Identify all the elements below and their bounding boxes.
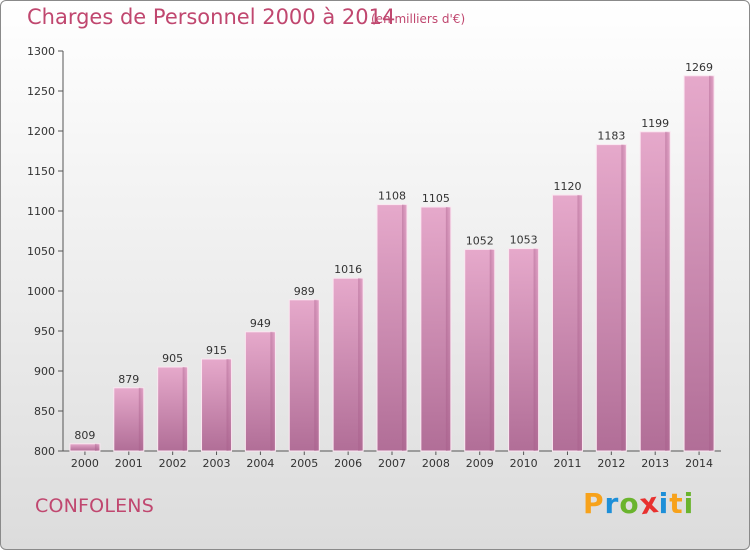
logo-letter: i	[658, 487, 670, 520]
y-tick-label: 850	[34, 405, 55, 418]
logo-letter: o	[619, 487, 640, 520]
bar-shade-2002	[182, 367, 188, 451]
y-tick-label: 1100	[27, 205, 55, 218]
x-tick-label: 2003	[203, 457, 231, 470]
x-tick-label: 2010	[510, 457, 538, 470]
value-label-2005: 989	[294, 285, 315, 298]
value-label-2003: 915	[206, 344, 227, 357]
chart-title: Charges de Personnel 2000 à 2014	[27, 5, 396, 29]
x-tick-label: 2006	[334, 457, 362, 470]
x-tick-label: 2001	[115, 457, 143, 470]
logo-letter: t	[669, 487, 684, 520]
x-tick-label: 2005	[290, 457, 318, 470]
bar-shade-2004	[270, 331, 276, 451]
value-labels-group: 809 879 905 915 949 989 1016 1108 1105 1052 1053 11…	[74, 61, 713, 442]
value-label-2013: 1199	[641, 117, 669, 130]
axes: 800 850 900 950 1000 1050 1100 1150 1200 1250 1300…	[27, 45, 721, 470]
value-label-2002: 905	[162, 352, 183, 365]
value-label-2008: 1105	[422, 192, 450, 205]
bar-shade-2011	[577, 195, 583, 451]
x-tick-label: 2002	[159, 457, 187, 470]
x-tick-label: 2000	[71, 457, 99, 470]
bar-shade-2008	[445, 207, 451, 451]
logo-letter: P	[583, 487, 605, 520]
value-label-2014: 1269	[685, 61, 713, 74]
y-tick-label: 900	[34, 365, 55, 378]
x-tick-label: 2007	[378, 457, 406, 470]
bar-shade-2006	[358, 278, 364, 451]
logo-letter: x	[637, 485, 661, 522]
y-tick-label: 1000	[27, 285, 55, 298]
value-label-2007: 1108	[378, 190, 406, 203]
commune-name: CONFOLENS	[35, 495, 154, 517]
bar-shade-2001	[138, 387, 144, 451]
y-tick-label: 1050	[27, 245, 55, 258]
y-tick-label: 1300	[27, 45, 55, 58]
value-label-2012: 1183	[597, 130, 625, 143]
bar-shade-2003	[226, 359, 232, 451]
proxiti-logo[interactable]: Proxiti	[583, 485, 695, 522]
bar-shade-2014	[709, 75, 715, 452]
x-tick-label: 2004	[246, 457, 274, 470]
chart-subtitle: (en milliers d'€)	[371, 12, 466, 26]
logo-letter: r	[604, 487, 620, 520]
bar-shade-2005	[314, 299, 320, 451]
logo-letter: i	[683, 487, 695, 520]
y-tick-label: 1200	[27, 125, 55, 138]
value-label-2009: 1052	[466, 234, 494, 247]
x-tick-label: 2014	[685, 457, 713, 470]
y-tick-label: 1150	[27, 165, 55, 178]
value-label-2000: 809	[74, 429, 95, 442]
y-tick-label: 1250	[27, 85, 55, 98]
y-tick-label: 950	[34, 325, 55, 338]
y-tick-label: 800	[34, 445, 55, 458]
bar-shade-2009	[489, 249, 495, 451]
bar-shade-2000	[94, 443, 100, 451]
bar-shade-2007	[402, 204, 407, 451]
bar-shade-2013	[665, 131, 671, 452]
bar-shade-2010	[533, 248, 539, 451]
x-tick-label: 2012	[597, 457, 625, 470]
x-tick-label: 2008	[422, 457, 450, 470]
value-label-2001: 879	[118, 373, 139, 386]
value-label-2011: 1120	[553, 180, 581, 193]
value-label-2006: 1016	[334, 263, 362, 276]
bar-shade-2012	[621, 144, 627, 451]
x-tick-label: 2013	[641, 457, 669, 470]
value-label-2004: 949	[250, 317, 271, 330]
x-tick-label: 2009	[466, 457, 494, 470]
x-tick-label: 2011	[553, 457, 581, 470]
bars-group	[69, 75, 715, 452]
value-label-2010: 1053	[510, 234, 538, 247]
